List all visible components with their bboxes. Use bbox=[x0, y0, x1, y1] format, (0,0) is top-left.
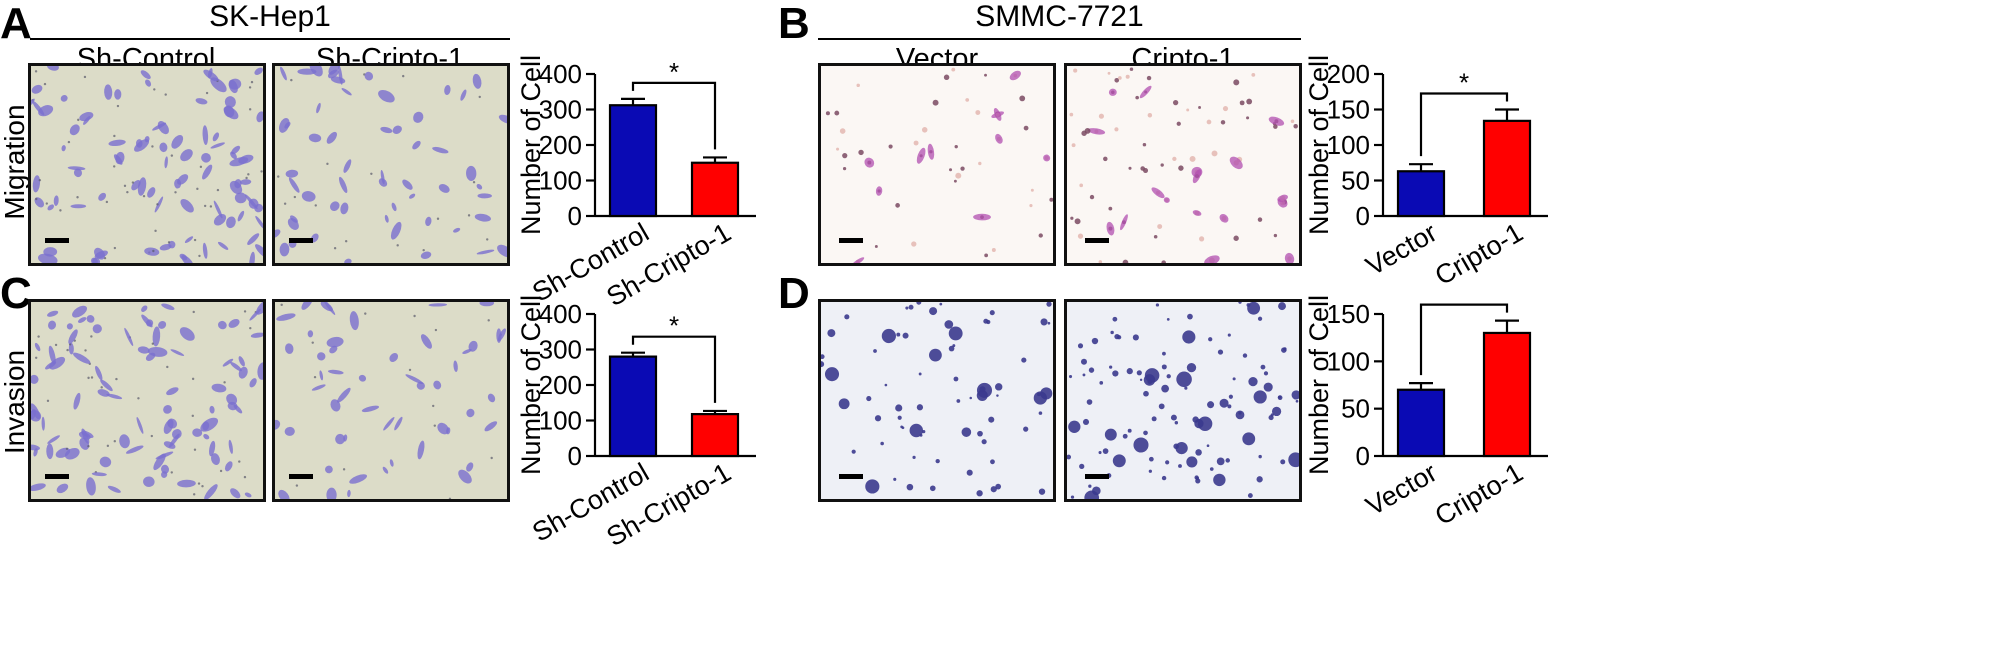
scale-bar bbox=[1085, 474, 1109, 479]
significance-bracket bbox=[631, 81, 717, 150]
row-label-invasion: Invasion bbox=[0, 349, 30, 455]
y-tick-label: 50 bbox=[1341, 394, 1370, 424]
scale-bar bbox=[45, 238, 69, 243]
y-axis-label: Number of Cell bbox=[516, 55, 546, 235]
significance-star: * bbox=[669, 311, 679, 341]
micrograph-invasion-sh-control bbox=[28, 299, 266, 502]
micrograph-migration-cripto-1 bbox=[1064, 63, 1302, 266]
micrograph-migration-vector bbox=[818, 63, 1056, 266]
micrograph-invasion-vector bbox=[818, 299, 1056, 502]
panel-letter-c: C bbox=[0, 269, 32, 318]
y-tick-label: 100 bbox=[539, 406, 582, 436]
significance-star: * bbox=[1459, 295, 1469, 309]
micrograph-migration-sh-cripto-1 bbox=[272, 63, 510, 266]
bar-sh-control bbox=[608, 355, 658, 458]
y-tick-label: 0 bbox=[568, 201, 582, 231]
significance-star: * bbox=[1459, 68, 1469, 98]
significance-bracket bbox=[1419, 92, 1509, 157]
bar-sh-control bbox=[608, 104, 658, 218]
y-tick-label: 0 bbox=[1356, 201, 1370, 231]
bar-vector bbox=[1396, 170, 1446, 218]
x-tick-label: Vector bbox=[1361, 457, 1442, 521]
scale-bar bbox=[289, 474, 313, 479]
y-tick-label: 150 bbox=[1327, 299, 1370, 329]
y-tick-label: 150 bbox=[1327, 95, 1370, 125]
y-tick-label: 300 bbox=[539, 95, 582, 125]
panel-letter-d: D bbox=[778, 269, 810, 318]
y-tick-label: 100 bbox=[539, 166, 582, 196]
scale-bar bbox=[45, 474, 69, 479]
x-tick-label: Cripto-1 bbox=[1430, 217, 1528, 291]
y-tick-label: 0 bbox=[1356, 441, 1370, 471]
y-tick-label: 400 bbox=[539, 59, 582, 89]
x-tick-label: Cripto-1 bbox=[1430, 457, 1528, 531]
micrograph-migration-sh-control bbox=[28, 63, 266, 266]
y-tick-label: 200 bbox=[539, 130, 582, 160]
group-line-smmc-7721 bbox=[818, 38, 1301, 40]
y-axis-label: Number of Cell bbox=[1304, 295, 1334, 475]
scale-bar bbox=[1085, 238, 1109, 243]
y-axis-label: Number of Cell bbox=[1304, 55, 1334, 235]
group-title-smmc-7721: SMMC-7721 bbox=[975, 0, 1144, 33]
significance-bracket bbox=[631, 335, 717, 403]
significance-bracket bbox=[1419, 303, 1509, 376]
row-label-migration: Migration bbox=[0, 104, 30, 220]
micrograph-invasion-sh-cripto-1 bbox=[272, 299, 510, 502]
bar-sh-cripto-1 bbox=[690, 161, 740, 218]
y-tick-label: 200 bbox=[1327, 59, 1370, 89]
micrograph-invasion-cripto-1 bbox=[1064, 299, 1302, 502]
y-tick-label: 100 bbox=[1327, 346, 1370, 376]
y-axis-label: Number of Cell bbox=[516, 295, 546, 475]
scale-bar bbox=[289, 238, 313, 243]
bar-vector bbox=[1396, 388, 1446, 458]
bar-cripto-1 bbox=[1482, 331, 1532, 458]
scale-bar bbox=[839, 238, 863, 243]
y-tick-label: 200 bbox=[539, 370, 582, 400]
y-tick-label: 400 bbox=[539, 299, 582, 329]
group-title-sk-hep1: SK-Hep1 bbox=[209, 0, 331, 33]
panel-letter-b: B bbox=[778, 0, 810, 48]
group-line-sk-hep1 bbox=[30, 38, 510, 40]
bar-cripto-1 bbox=[1482, 119, 1532, 218]
y-tick-label: 100 bbox=[1327, 130, 1370, 160]
y-tick-label: 0 bbox=[568, 441, 582, 471]
x-tick-label: Vector bbox=[1361, 217, 1442, 281]
scale-bar bbox=[839, 474, 863, 479]
panel-letter-a: A bbox=[0, 0, 32, 48]
y-tick-label: 300 bbox=[539, 335, 582, 365]
y-tick-label: 50 bbox=[1341, 166, 1370, 196]
bar-sh-cripto-1 bbox=[690, 413, 740, 458]
significance-star: * bbox=[669, 57, 679, 87]
